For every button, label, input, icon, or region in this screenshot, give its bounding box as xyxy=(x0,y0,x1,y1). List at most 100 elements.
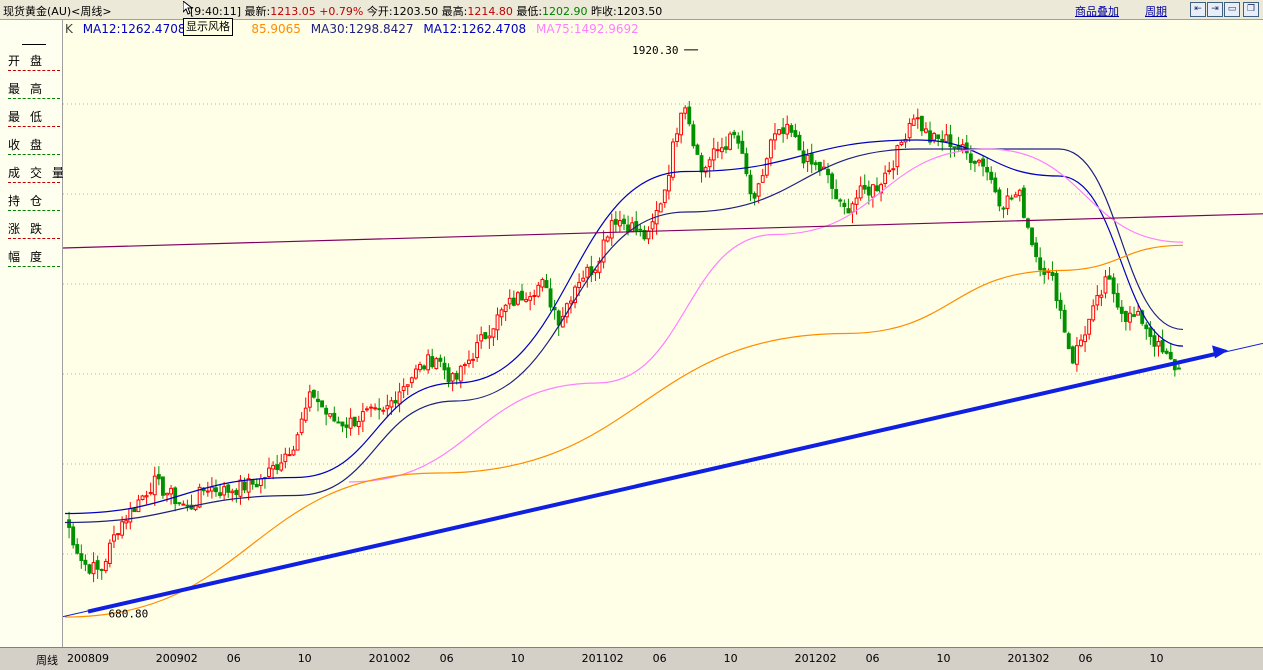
candle-body xyxy=(736,135,741,144)
candle-body xyxy=(311,389,316,398)
candle-body xyxy=(446,367,451,383)
candle-body xyxy=(748,174,753,195)
candle-body xyxy=(413,368,418,379)
candle-body xyxy=(238,479,243,497)
trend-arrow-head-icon xyxy=(1212,345,1228,359)
candle-body xyxy=(1115,292,1120,308)
candle-body xyxy=(132,508,137,513)
candle-body xyxy=(989,171,994,181)
candle-body xyxy=(136,499,141,513)
candle-body xyxy=(140,495,145,500)
nav-right-icon[interactable]: ⇥ xyxy=(1207,2,1223,17)
candle-body xyxy=(1107,275,1112,280)
candle-body xyxy=(422,365,426,370)
candle-body xyxy=(340,421,345,427)
trend-arrow-line[interactable] xyxy=(87,351,1219,614)
overlay-link[interactable]: 商品叠加 xyxy=(1075,5,1119,18)
candle-body xyxy=(1099,294,1104,298)
candle-body xyxy=(993,177,998,193)
layout-icon[interactable]: ▭ xyxy=(1224,2,1240,17)
candle-body xyxy=(585,266,590,278)
candle-body xyxy=(593,269,598,274)
candle-body xyxy=(1013,194,1018,198)
candle-body xyxy=(675,133,679,142)
candle-body xyxy=(919,115,924,132)
candle-body xyxy=(279,462,284,471)
candle-body xyxy=(638,228,643,231)
prev-close-value: 1203.50 xyxy=(616,5,663,18)
candle-body xyxy=(103,560,108,572)
candle-body xyxy=(907,122,912,139)
candle-body xyxy=(218,492,222,496)
horizontal-purple-line[interactable] xyxy=(63,213,1263,249)
style-tooltip: 显示风格 xyxy=(183,18,233,36)
x-tick-label: 201102 xyxy=(581,652,624,665)
candle-body xyxy=(875,185,879,192)
x-tick-label: 06 xyxy=(439,652,454,665)
candle-body xyxy=(307,391,312,408)
candle-body xyxy=(112,534,116,542)
candle-body xyxy=(968,153,973,163)
candle-body xyxy=(144,495,149,498)
candle-body xyxy=(124,520,129,524)
candle-body xyxy=(283,453,288,463)
candle-body xyxy=(768,139,773,159)
candle-body xyxy=(834,189,839,200)
candle-body xyxy=(666,174,671,192)
candle-body xyxy=(389,400,394,408)
candle-body xyxy=(687,106,692,125)
candle-body xyxy=(777,129,781,135)
candle-body xyxy=(99,568,104,571)
candle-body xyxy=(499,309,504,318)
candle-body xyxy=(67,519,72,528)
restore-window-icon[interactable]: ❐ xyxy=(1243,2,1259,17)
candle-body xyxy=(1074,345,1079,365)
candle-body xyxy=(540,279,545,288)
candle-body xyxy=(850,203,855,213)
candle-body xyxy=(528,296,533,301)
candle-body xyxy=(495,314,500,331)
nav-left-icon[interactable]: ⇤ xyxy=(1190,2,1206,17)
x-tick-label: 200809 xyxy=(67,652,109,665)
candle-body xyxy=(511,297,516,306)
candle-body xyxy=(181,503,186,506)
candle-body xyxy=(275,464,280,471)
candle-body xyxy=(793,130,798,138)
candle-body xyxy=(1148,327,1153,337)
candle-body xyxy=(1009,197,1014,200)
candle-body xyxy=(377,408,382,411)
ma-line-ma12 xyxy=(64,139,1184,515)
x-tick-label: 06 xyxy=(865,652,880,665)
low-value: 1202.90 xyxy=(542,5,588,18)
candle-body xyxy=(915,117,920,120)
candle-body xyxy=(1168,351,1173,360)
candle-body xyxy=(573,286,577,304)
candle-body xyxy=(1164,350,1169,354)
candle-body xyxy=(152,475,157,496)
candle-body xyxy=(1111,277,1116,295)
candle-body xyxy=(254,483,259,488)
candle-body xyxy=(997,189,1002,207)
candle-body xyxy=(197,486,202,508)
chart-title: 现货黄金(AU)<周线> xyxy=(3,5,112,18)
panel-divider xyxy=(22,44,46,45)
candle-body xyxy=(1026,218,1030,228)
candle-body xyxy=(120,521,125,536)
candle-body xyxy=(691,124,696,147)
candle-body xyxy=(148,491,153,495)
candle-body xyxy=(230,490,235,494)
candle-body xyxy=(242,481,247,491)
candle-body xyxy=(597,260,602,273)
candle-body xyxy=(320,400,324,408)
period-link[interactable]: 周期 xyxy=(1145,5,1167,18)
candle-body xyxy=(1128,312,1132,323)
candle-body xyxy=(234,489,239,495)
candle-body xyxy=(156,474,161,480)
candle-body xyxy=(1038,257,1043,271)
candle-body xyxy=(932,133,937,141)
x-tick-label: 10 xyxy=(936,652,951,665)
candle-body xyxy=(866,186,871,196)
candle-body xyxy=(548,288,553,308)
